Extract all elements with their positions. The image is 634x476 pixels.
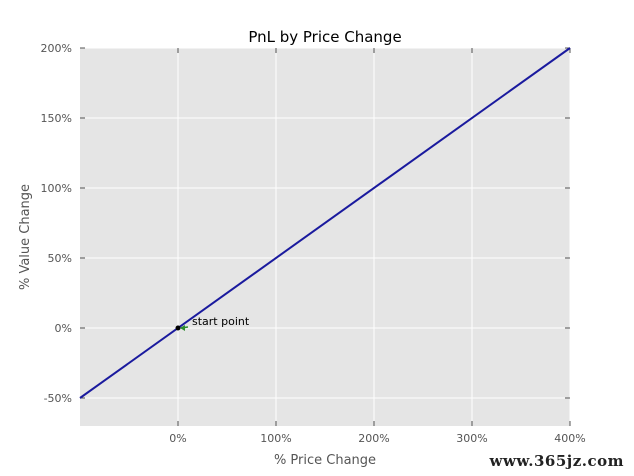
series-line — [79, 47, 571, 399]
x-tick-label: 200% — [358, 432, 389, 445]
y-tick-label: 200% — [41, 42, 72, 55]
start-point-marker — [175, 325, 181, 331]
y-tick-label: 50% — [48, 252, 72, 265]
plot-area — [80, 48, 570, 426]
y-tick-label: -50% — [44, 392, 72, 405]
y-axis-label: % Value Change — [18, 184, 33, 290]
x-axis-label: % Price Change — [274, 453, 376, 468]
x-tick-label: 400% — [554, 432, 585, 445]
annotation-label: start point — [192, 315, 250, 328]
x-tick-label: 0% — [169, 432, 186, 445]
watermark-text: www.365jz.com — [489, 452, 624, 470]
y-tick-label: 0% — [55, 322, 72, 335]
y-tick-label: 150% — [41, 112, 72, 125]
chart-title: PnL by Price Change — [248, 28, 401, 46]
grid-lines — [80, 47, 571, 426]
axis-ticks: 0% 100% 200% 300% 400% -50% 0% 50% 100% 150% 200% — [41, 42, 586, 445]
x-tick-label: 100% — [260, 432, 291, 445]
y-tick-label: 100% — [41, 182, 72, 195]
annotation-arrow-head — [180, 325, 185, 331]
x-tick-label: 300% — [456, 432, 487, 445]
annotation-group: start point — [175, 315, 250, 331]
series-lines — [79, 47, 571, 399]
